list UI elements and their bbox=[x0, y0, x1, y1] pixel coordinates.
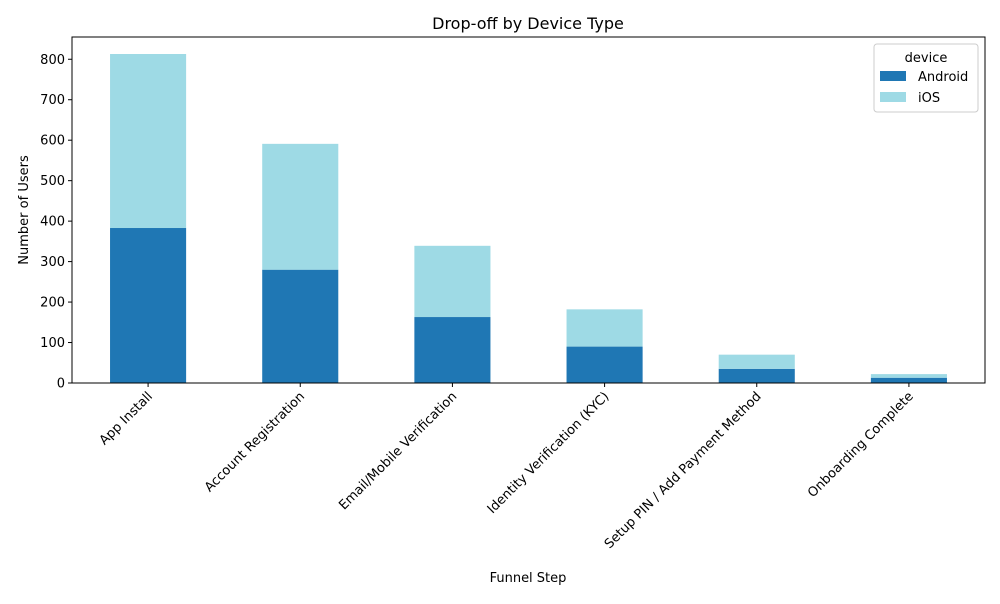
x-tick-label: Identity Verification (KYC) bbox=[485, 389, 613, 517]
y-tick-label: 200 bbox=[40, 296, 65, 311]
y-tick-label: 400 bbox=[40, 215, 65, 230]
bar-ios-2 bbox=[414, 245, 491, 318]
x-tick-label: Email/Mobile Verification bbox=[336, 389, 460, 513]
x-tick-label: Onboarding Complete bbox=[805, 389, 917, 501]
bar-ios-4 bbox=[718, 354, 795, 369]
y-axis: 0 100 200 300 400 500 600 700 800 bbox=[40, 53, 72, 392]
plot-frame bbox=[71, 36, 986, 384]
bar-android-2 bbox=[414, 317, 491, 383]
y-tick-label: 600 bbox=[40, 134, 65, 149]
bar-ios-0 bbox=[110, 54, 187, 229]
legend-title: device bbox=[905, 51, 948, 66]
legend-swatch-android bbox=[880, 71, 906, 81]
y-tick-label: 0 bbox=[57, 377, 65, 392]
bar-ios-1 bbox=[262, 143, 339, 270]
bar-android-3 bbox=[566, 346, 643, 383]
y-tick-label: 100 bbox=[40, 336, 65, 351]
bar-ios-5 bbox=[870, 374, 947, 378]
bar-android-5 bbox=[870, 377, 947, 383]
bar-ios-3 bbox=[566, 309, 643, 347]
x-tick-label: Setup PIN / Add Payment Method bbox=[602, 389, 765, 552]
bars-layer bbox=[110, 54, 947, 383]
legend-label-ios: iOS bbox=[918, 91, 940, 106]
y-axis-title: Number of Users bbox=[17, 155, 32, 265]
legend-swatch-ios bbox=[880, 92, 906, 102]
y-tick-label: 700 bbox=[40, 93, 65, 108]
chart-title: Drop-off by Device Type bbox=[432, 14, 624, 33]
x-axis-title: Funnel Step bbox=[490, 571, 567, 586]
legend-label-android: Android bbox=[918, 70, 968, 85]
legend-items: Android iOS bbox=[880, 70, 968, 106]
y-tick-label: 300 bbox=[40, 255, 65, 270]
y-tick-label: 500 bbox=[40, 174, 65, 189]
x-axis: App Install Account Registration Email/Mob… bbox=[97, 383, 917, 552]
x-tick-label: App Install bbox=[97, 389, 156, 448]
x-tick-label: Account Registration bbox=[202, 389, 308, 495]
y-tick-label: 800 bbox=[40, 53, 65, 68]
legend: device Android iOS bbox=[873, 43, 979, 113]
bar-android-4 bbox=[718, 368, 795, 383]
bar-android-1 bbox=[262, 269, 339, 383]
bar-android-0 bbox=[110, 228, 187, 383]
